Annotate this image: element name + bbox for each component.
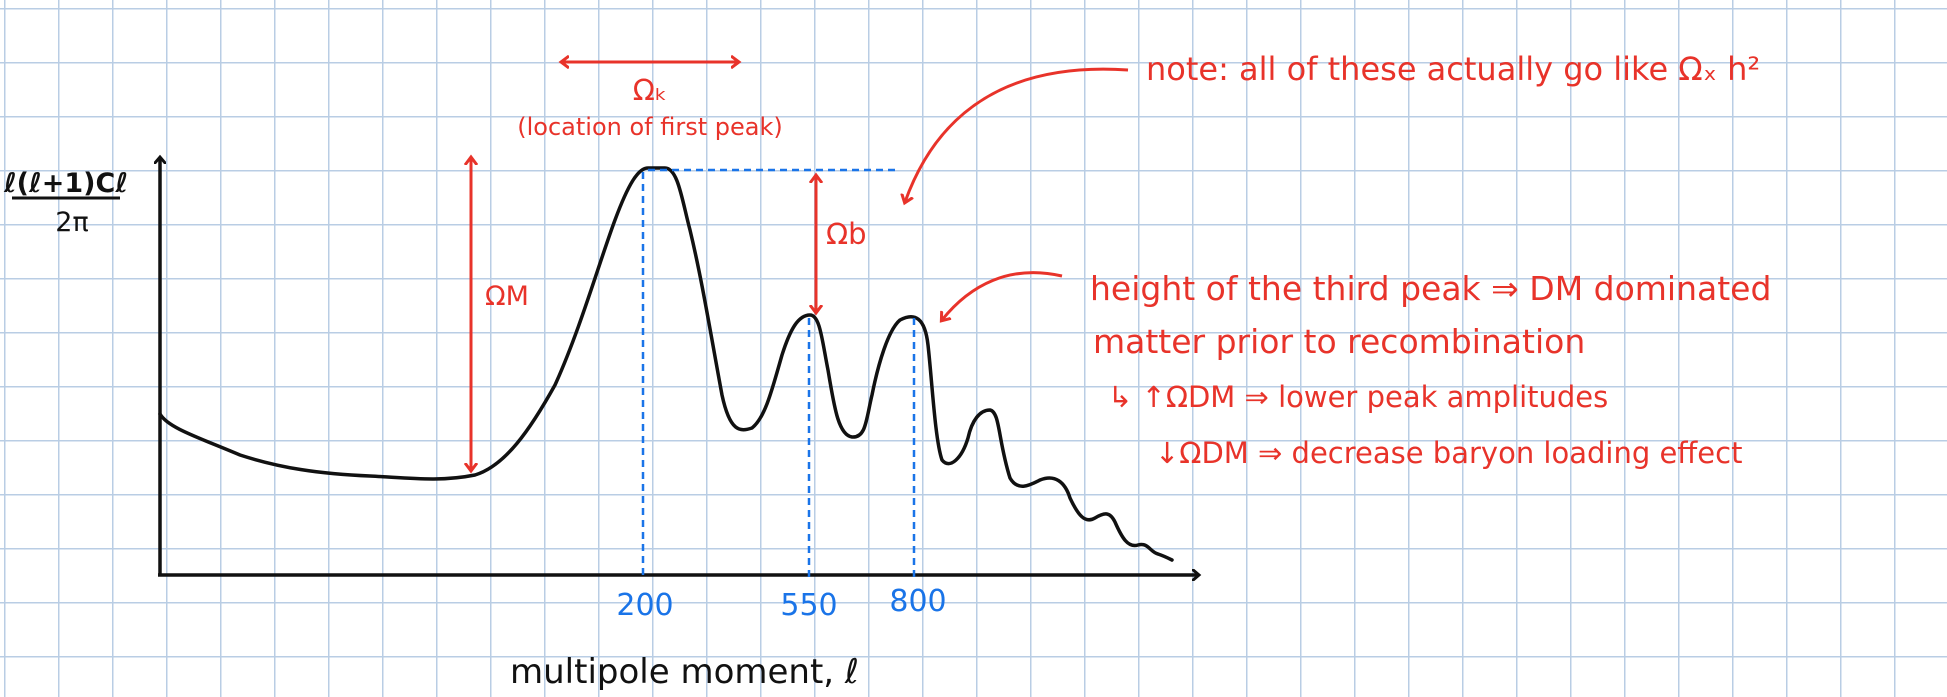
third-peak-arrow <box>942 271 1063 320</box>
omega-k-label: Ωₖ <box>633 73 668 107</box>
first-peak-caption: (location of first peak) <box>517 113 782 141</box>
y-axis-label-denominator: 2π <box>55 207 88 238</box>
x-axis-label: multipole moment, ℓ <box>510 652 859 692</box>
bullet-decrease-dm: ↓ΩDM ⇒ decrease baryon loading effect <box>1155 436 1742 470</box>
note-text: note: all of these actually go like Ωₓ h… <box>1146 50 1760 88</box>
omega-m-label: ΩM <box>485 281 529 312</box>
power-spectrum-curve <box>158 166 1174 562</box>
third-peak-text-line2: matter prior to recombination <box>1093 322 1585 361</box>
omega-b-label: Ωb <box>826 217 867 251</box>
third-peak-text-line1: height of the third peak ⇒ DM dominated <box>1090 269 1771 308</box>
tick-label-200: 200 <box>616 588 673 623</box>
tick-label-550: 550 <box>780 588 837 623</box>
bullet-increase-dm: ↳ ↑ΩDM ⇒ lower peak amplitudes <box>1108 380 1608 414</box>
tick-label-800: 800 <box>889 584 946 619</box>
y-axis-label-numerator: ℓ(ℓ+1)Cℓ <box>3 168 128 199</box>
note-arrow <box>905 67 1129 202</box>
